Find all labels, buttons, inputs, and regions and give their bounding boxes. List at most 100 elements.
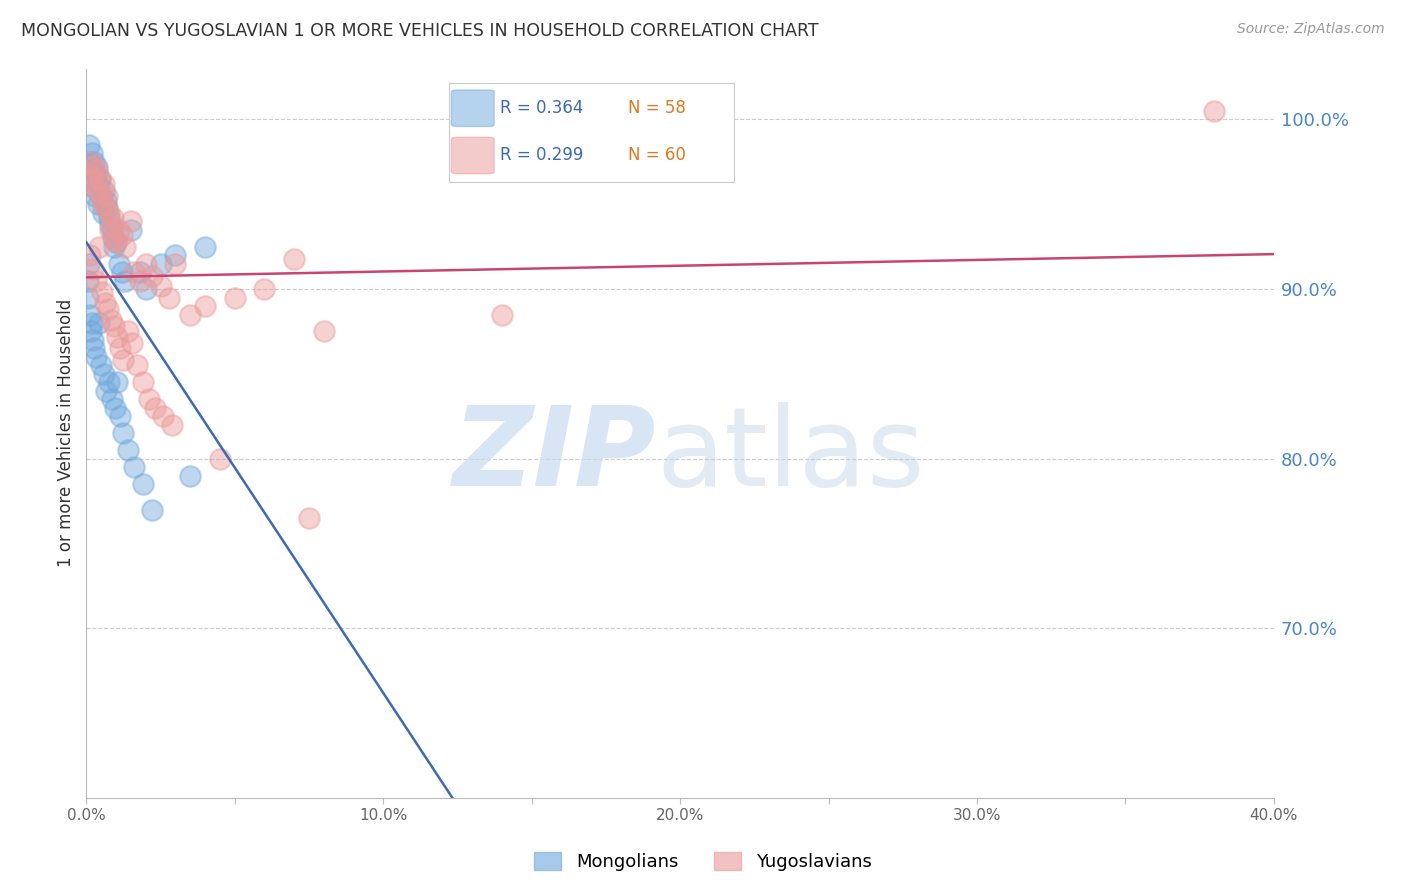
Point bbox=[77, 137, 100, 152]
Point bbox=[117, 325, 139, 339]
Point bbox=[87, 184, 110, 198]
Point bbox=[100, 312, 122, 326]
Point bbox=[91, 205, 114, 219]
Point bbox=[108, 257, 131, 271]
Point bbox=[84, 350, 107, 364]
Point bbox=[107, 329, 129, 343]
Text: MONGOLIAN VS YUGOSLAVIAN 1 OR MORE VEHICLES IN HOUSEHOLD CORRELATION CHART: MONGOLIAN VS YUGOSLAVIAN 1 OR MORE VEHIC… bbox=[21, 22, 818, 40]
Point bbox=[138, 392, 160, 407]
Point bbox=[111, 265, 134, 279]
Point bbox=[97, 205, 120, 219]
Point bbox=[80, 154, 103, 169]
Point bbox=[79, 248, 101, 262]
Y-axis label: 1 or more Vehicles in Household: 1 or more Vehicles in Household bbox=[58, 299, 75, 567]
Point bbox=[114, 240, 136, 254]
Point bbox=[125, 359, 148, 373]
Point bbox=[117, 443, 139, 458]
Point bbox=[91, 197, 114, 211]
Point bbox=[194, 240, 217, 254]
Point bbox=[86, 163, 108, 178]
Point bbox=[77, 257, 100, 271]
Point bbox=[141, 268, 163, 283]
Point bbox=[96, 201, 118, 215]
Point bbox=[122, 265, 145, 279]
Point bbox=[84, 188, 107, 202]
Point bbox=[98, 376, 121, 390]
Point bbox=[82, 171, 104, 186]
Point bbox=[89, 171, 111, 186]
Point bbox=[1204, 103, 1226, 118]
Point bbox=[100, 218, 122, 232]
Point bbox=[120, 223, 142, 237]
Point bbox=[152, 409, 174, 424]
Point bbox=[80, 171, 103, 186]
Point bbox=[93, 295, 115, 310]
Point bbox=[79, 154, 101, 169]
Point bbox=[84, 180, 107, 194]
Point bbox=[96, 384, 118, 398]
Point bbox=[194, 299, 217, 313]
Point bbox=[111, 227, 134, 242]
Point bbox=[93, 177, 115, 191]
Point bbox=[90, 188, 112, 202]
Point bbox=[82, 333, 104, 347]
Point bbox=[82, 163, 104, 178]
Point bbox=[94, 194, 117, 208]
Point bbox=[87, 197, 110, 211]
Point bbox=[94, 201, 117, 215]
Point bbox=[121, 336, 143, 351]
Point bbox=[76, 291, 98, 305]
Text: atlas: atlas bbox=[657, 401, 925, 508]
Point bbox=[120, 214, 142, 228]
Point bbox=[97, 211, 120, 225]
Point bbox=[90, 188, 112, 202]
Point bbox=[135, 257, 157, 271]
Point bbox=[114, 274, 136, 288]
Point bbox=[97, 302, 120, 317]
Point bbox=[283, 252, 305, 266]
Point bbox=[86, 160, 108, 174]
Point bbox=[101, 392, 124, 407]
Legend: Mongolians, Yugoslavians: Mongolians, Yugoslavians bbox=[527, 845, 879, 879]
Point bbox=[110, 409, 132, 424]
Point bbox=[135, 282, 157, 296]
Point bbox=[165, 257, 187, 271]
Point bbox=[80, 146, 103, 161]
Point bbox=[90, 359, 112, 373]
Point bbox=[87, 316, 110, 330]
Point bbox=[107, 376, 129, 390]
Point bbox=[149, 257, 172, 271]
Point bbox=[83, 342, 105, 356]
Point bbox=[104, 235, 127, 249]
Point bbox=[93, 184, 115, 198]
Point bbox=[165, 248, 187, 262]
Point bbox=[82, 261, 104, 276]
Point bbox=[179, 308, 201, 322]
Point bbox=[93, 367, 115, 381]
Point bbox=[104, 401, 127, 415]
Point bbox=[87, 240, 110, 254]
Point bbox=[83, 160, 105, 174]
Point bbox=[77, 167, 100, 181]
Point bbox=[89, 171, 111, 186]
Point bbox=[108, 223, 131, 237]
Point bbox=[131, 477, 153, 491]
Point bbox=[112, 353, 135, 368]
Point bbox=[96, 188, 118, 202]
Point bbox=[100, 223, 122, 237]
Point bbox=[224, 291, 246, 305]
Point bbox=[80, 316, 103, 330]
Point bbox=[141, 502, 163, 516]
Point bbox=[128, 274, 150, 288]
Point bbox=[103, 319, 125, 334]
Point bbox=[253, 282, 276, 296]
Point bbox=[80, 325, 103, 339]
Point bbox=[98, 223, 121, 237]
Point bbox=[162, 417, 184, 432]
Point bbox=[143, 401, 166, 415]
Point bbox=[103, 231, 125, 245]
Point bbox=[83, 171, 105, 186]
Point bbox=[491, 308, 513, 322]
Point bbox=[98, 218, 121, 232]
Point bbox=[84, 167, 107, 181]
